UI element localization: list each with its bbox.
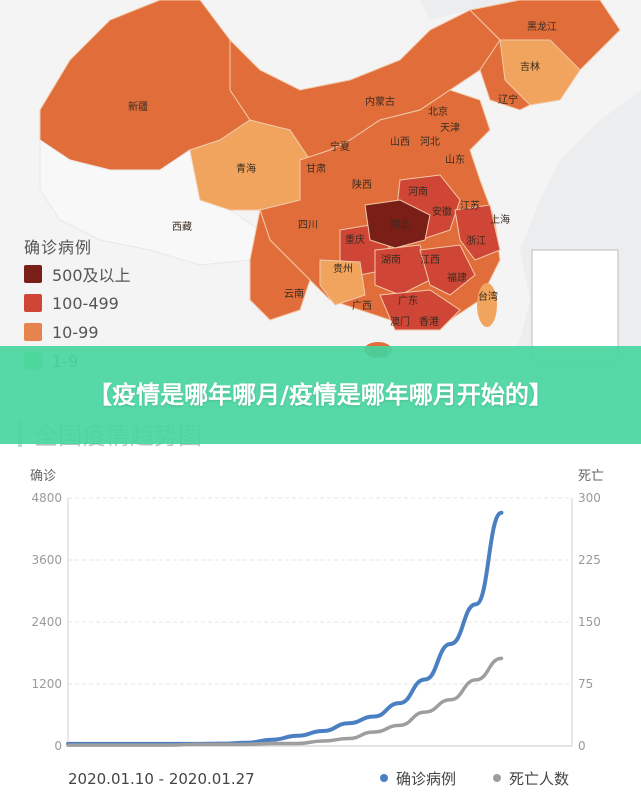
y-left-tick-label: 0 [54,739,62,753]
legend-title: 确诊病例 [24,238,93,257]
legend-swatch [24,323,42,341]
trend-chart: 确诊 死亡 0 0 1200 75 2400 150 3600 225 4800 300 2020… [30,469,604,788]
y-right-tick-label: 75 [578,677,593,691]
province-label: 天津 [440,122,460,134]
province-label: 宁夏 [330,140,350,153]
province-label: 青海 [236,162,256,175]
title-banner: 【疫情是哪年哪月/疫情是哪年哪月开始的】 [0,346,641,444]
y-left-tick-label: 2400 [31,615,62,629]
y-right-tick-label: 300 [578,491,601,505]
south-sea-inset [531,249,619,361]
province-guangdong[interactable] [379,289,461,331]
province-label: 甘肃 [306,162,326,175]
map-legend-item: 10-99 [24,322,99,342]
province-label: 西藏 [172,221,192,233]
province-taiwan[interactable] [477,283,497,327]
banner-title: 【疫情是哪年哪月/疫情是哪年哪月开始的】 [88,381,553,409]
date-range-label: 2020.01.10 - 2020.01.27 [68,770,255,788]
legend-label: 10-99 [52,322,99,342]
province-yunnan[interactable] [249,208,311,321]
province-label: 辽宁 [498,93,518,106]
province-label: 贵州 [333,262,353,275]
province-label: 黑龙江 [527,20,557,33]
province-zhejiang[interactable] [454,204,501,261]
y-right-tick-label: 225 [578,553,601,567]
province-label: 云南 [284,287,304,300]
province-label: 江西 [420,254,440,266]
province-hunan[interactable] [374,244,431,296]
map-legend-item: 100-499 [24,293,119,313]
province-label: 四川 [298,220,318,231]
province-jiangxi[interactable] [419,244,476,296]
province-label: 湖南 [381,253,401,266]
y-left-tick-label: 4800 [31,491,62,505]
y-left-axis-title: 确诊 [30,469,56,484]
chart-legend-marker [493,774,501,782]
legend-swatch [24,294,42,312]
province-label: 重庆 [345,233,365,246]
province-label: 内蒙古 [365,95,395,108]
province-label: 北京 [428,105,448,118]
province-label: 香港 [419,316,439,328]
province-label: 广东 [398,294,418,307]
province-label: 江苏 [460,199,480,212]
y-right-tick-label: 0 [578,739,586,753]
province-label: 安徽 [432,205,452,218]
province-label: 台湾 [478,290,498,303]
province-guizhou[interactable] [319,259,366,306]
chart-legend-marker [380,774,388,782]
chart-legend-label[interactable]: 确诊病例 [396,770,456,788]
province-label: 浙江 [466,235,486,247]
province-label: 湖北 [390,219,410,231]
province-label: 福建 [447,271,467,284]
province-label: 广西 [352,300,372,312]
province-label: 河南 [408,185,428,198]
legend-label: 500及以上 [52,266,131,285]
y-left-tick-label: 3600 [31,553,62,567]
legend-label: 100-499 [52,293,119,313]
series-line-deaths [66,656,504,747]
province-label: 上海 [490,213,510,226]
y-right-tick-label: 150 [578,615,601,629]
chart-legend-label[interactable]: 死亡人数 [509,770,569,788]
province-label: 山东 [445,153,465,166]
map-legend-item: 500及以上 [24,264,131,285]
province-jilin[interactable] [499,39,581,106]
province-label: 澳门 [390,315,410,328]
province-label: 吉林 [520,60,540,73]
y-left-tick-label: 1200 [31,677,62,691]
province-label: 河北 [420,136,440,148]
legend-swatch [24,265,42,283]
province-label: 山西 [390,136,410,148]
province-label: 陕西 [352,178,372,191]
y-right-axis-title: 死亡 [578,469,604,484]
province-hubei[interactable] [364,199,431,249]
china-map: 新疆西藏青海甘肃内蒙古宁夏陕西四川重庆云南贵州广西广东海南湖南湖北河南河北山西山… [0,0,641,380]
china-map-panel: 新疆西藏青海甘肃内蒙古宁夏陕西四川重庆云南贵州广西广东海南湖南湖北河南河北山西山… [0,0,641,380]
province-label: 新疆 [128,100,148,113]
